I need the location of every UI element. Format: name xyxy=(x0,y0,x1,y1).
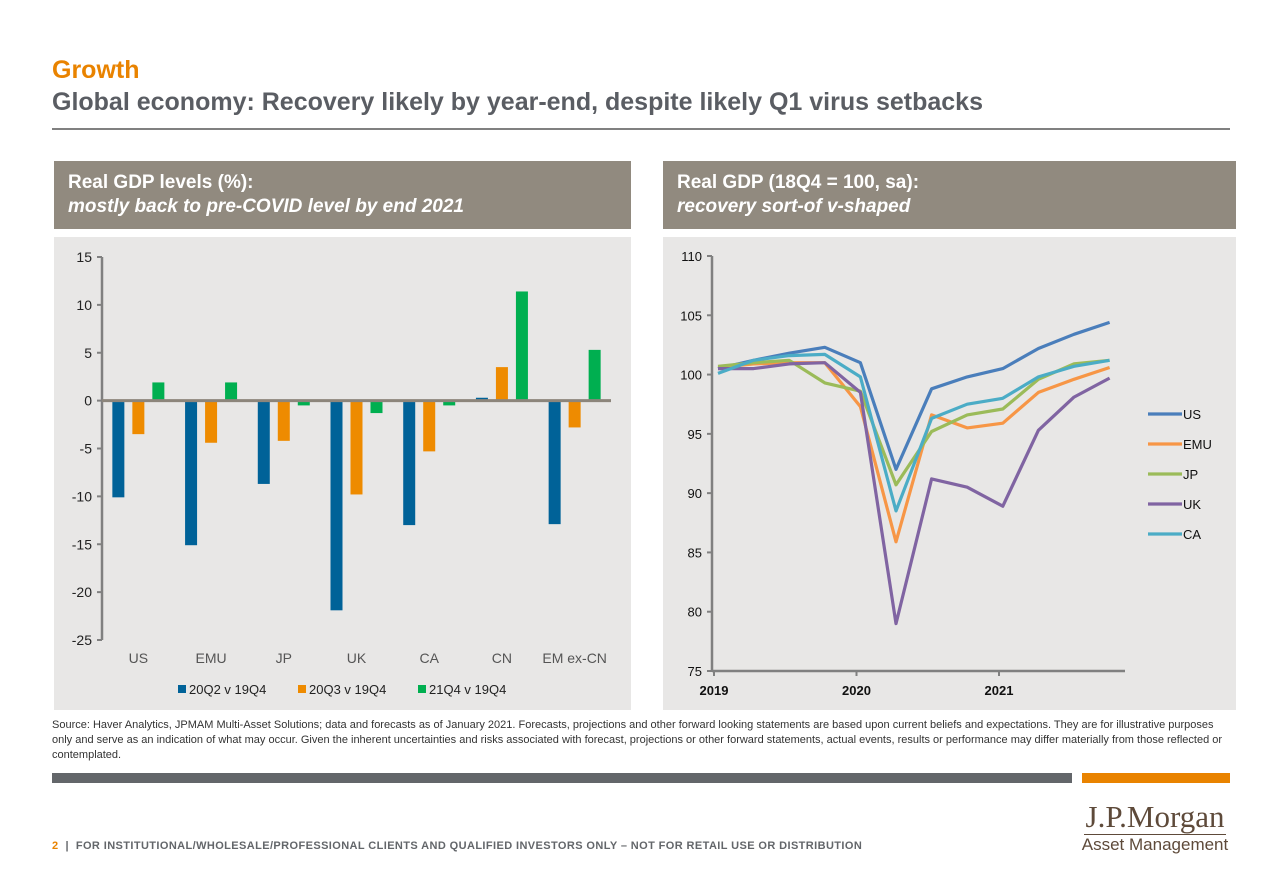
bar-20q3-v-19q4 xyxy=(350,400,363,495)
bar-21q4-v-19q4 xyxy=(297,400,310,406)
line-chart-area: 110 105 100 95 90 85 80 75 2019 2020 2021 US EMU JP UK… xyxy=(663,237,1236,710)
y-tick-label: 95 xyxy=(688,427,702,442)
line-chart: 110 105 100 95 90 85 80 75 2019 2020 2021 US EMU JP UK… xyxy=(680,249,1212,698)
section-kicker: Growth xyxy=(52,56,140,84)
y-tick-label: 10 xyxy=(76,297,92,313)
x-tick-label: 2021 xyxy=(985,683,1014,698)
footer-rule-orange xyxy=(1082,773,1230,783)
legend-label: 21Q4 v 19Q4 xyxy=(429,682,506,697)
bar-21q4-v-19q4 xyxy=(225,382,238,401)
bar-20q2-v-19q4 xyxy=(403,400,416,526)
y-tick-label: 80 xyxy=(688,605,702,620)
bar-20q3-v-19q4 xyxy=(205,400,218,443)
series-line-ca xyxy=(717,352,1110,513)
y-tick-label: 105 xyxy=(680,308,702,323)
left-panel-header: Real GDP levels (%): mostly back to pre-… xyxy=(54,161,631,229)
bar-20q2-v-19q4 xyxy=(112,400,125,498)
right-panel-header: Real GDP (18Q4 = 100, sa): recovery sort… xyxy=(663,161,1236,229)
page-number: 2 xyxy=(52,840,59,852)
bar-20q3-v-19q4 xyxy=(568,400,581,428)
x-category-label: EMU xyxy=(196,650,227,666)
bar-21q4-v-19q4 xyxy=(443,400,456,406)
legend-label: US xyxy=(1183,407,1201,422)
y-tick-label: 110 xyxy=(681,249,702,264)
bar-chart-area: 15 10 5 0 -5 -10 -15 -20 -25 US EMU JP UK CA CN EM ex-C… xyxy=(54,237,631,710)
bar-20q2-v-19q4 xyxy=(185,400,198,546)
left-panel-subtitle: mostly back to pre-COVID level by end 20… xyxy=(68,196,464,217)
y-tick-label: -25 xyxy=(72,632,92,648)
right-panel-title: Real GDP (18Q4 = 100, sa): xyxy=(677,172,920,193)
y-tick-label: -10 xyxy=(72,488,92,504)
x-category-label: JP xyxy=(276,650,292,666)
logo-brand: J.P.Morgan xyxy=(1083,799,1227,835)
legend-label: JP xyxy=(1183,467,1198,482)
bar-20q3-v-19q4 xyxy=(495,367,508,401)
bar-chart: 15 10 5 0 -5 -10 -15 -20 -25 US EMU JP UK CA CN EM ex-C… xyxy=(72,249,611,697)
y-tick-label: 0 xyxy=(84,393,92,409)
legend-label: UK xyxy=(1183,497,1201,512)
bar-21q4-v-19q4 xyxy=(370,400,383,414)
y-tick-label: 100 xyxy=(680,368,702,383)
bar-20q3-v-19q4 xyxy=(132,400,145,435)
page-title: Global economy: Recovery likely by year-… xyxy=(52,88,983,116)
left-panel-title: Real GDP levels (%): xyxy=(68,172,254,193)
y-tick-label: 75 xyxy=(688,664,702,679)
y-tick-label: 85 xyxy=(688,545,702,560)
y-tick-label: 5 xyxy=(84,345,92,361)
footer-separator: | xyxy=(65,840,69,852)
legend-label: 20Q2 v 19Q4 xyxy=(189,682,266,697)
footer-disclaimer: FOR INSTITUTIONAL/WHOLESALE/PROFESSIONAL… xyxy=(75,840,863,852)
legend-swatch xyxy=(298,685,306,693)
right-panel-subtitle: recovery sort-of v-shaped xyxy=(677,196,911,217)
legend-label: CA xyxy=(1183,527,1201,542)
bar-20q3-v-19q4 xyxy=(423,400,436,452)
bar-20q2-v-19q4 xyxy=(257,400,270,484)
legend-swatch xyxy=(418,685,426,693)
x-tick-label: 2019 xyxy=(700,683,729,698)
x-category-label: UK xyxy=(347,650,367,666)
footer-rule-gray xyxy=(52,773,1072,783)
x-category-label: CA xyxy=(419,650,439,666)
bar-20q3-v-19q4 xyxy=(277,400,290,441)
series-line-us xyxy=(717,320,1111,471)
y-tick-label: 15 xyxy=(76,249,92,265)
legend-swatch xyxy=(178,685,186,693)
x-category-label: EM ex-CN xyxy=(542,650,607,666)
y-tick-label: -5 xyxy=(80,441,93,457)
series-line-emu xyxy=(717,361,1111,544)
jpmorgan-logo: J.P.Morgan Asset Management xyxy=(1080,800,1230,855)
y-tick-label: -15 xyxy=(72,536,92,552)
series-line-uk xyxy=(718,361,1111,626)
logo-subtitle: Asset Management xyxy=(1081,835,1229,854)
bar-21q4-v-19q4 xyxy=(515,291,528,401)
bar-21q4-v-19q4 xyxy=(588,349,601,401)
x-category-label: CN xyxy=(492,650,512,666)
title-divider xyxy=(52,128,1230,130)
bar-20q2-v-19q4 xyxy=(548,400,561,525)
bar-21q4-v-19q4 xyxy=(152,382,165,401)
y-tick-label: -20 xyxy=(72,584,92,600)
bar-20q2-v-19q4 xyxy=(330,400,343,611)
legend-label: 20Q3 v 19Q4 xyxy=(309,682,386,697)
x-tick-label: 2020 xyxy=(842,683,871,698)
y-tick-label: 90 xyxy=(688,486,702,501)
footer: 2 | FOR INSTITUTIONAL/WHOLESALE/PROFESSI… xyxy=(52,840,862,852)
legend-label: EMU xyxy=(1183,437,1212,452)
x-category-label: US xyxy=(129,650,148,666)
source-note: Source: Haver Analytics, JPMAM Multi-Ass… xyxy=(52,719,1223,761)
